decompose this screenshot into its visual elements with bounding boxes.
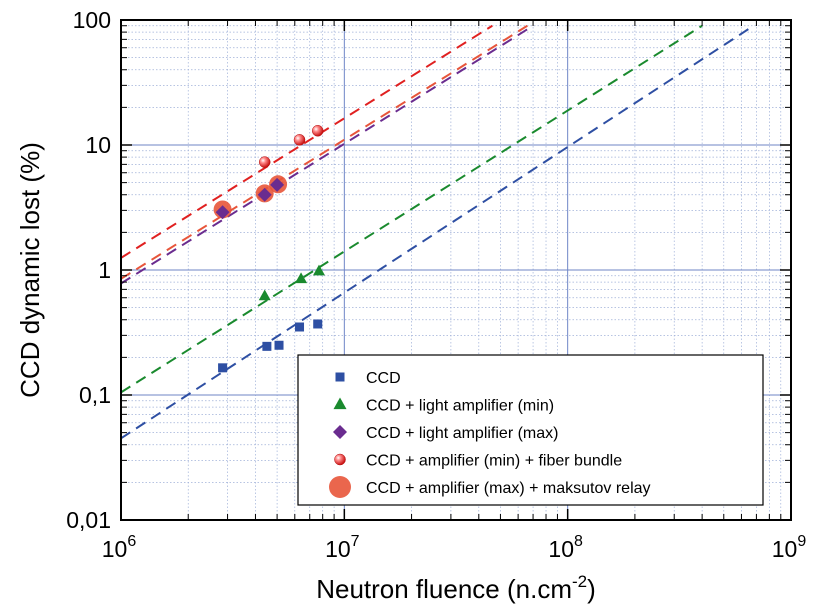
y-tick-label: 0,1 — [79, 382, 111, 408]
x-tick-label: 109 — [772, 533, 807, 562]
data-point — [258, 289, 271, 301]
y-axis-title: CCD dynamic lost (%) — [15, 142, 45, 398]
fit-line — [121, 24, 534, 285]
y-tick-label: 1 — [98, 257, 111, 283]
data-point — [215, 205, 230, 220]
fit-line — [121, 24, 493, 259]
data-point — [218, 363, 228, 373]
legend: CCD CCD + light amplifier (min) CCD + ligh… — [297, 354, 764, 506]
data-point — [274, 340, 284, 350]
legend-marker — [334, 453, 346, 466]
legend-marker — [329, 476, 351, 498]
axis-ticks — [120, 19, 792, 521]
fit-lines — [121, 24, 755, 440]
y-tick-label: 0,01 — [66, 507, 111, 533]
x-tick-label: 106 — [102, 533, 137, 562]
data-point — [270, 177, 285, 192]
legend-marker — [333, 425, 347, 439]
fit-line — [121, 24, 528, 280]
data-point — [262, 341, 272, 351]
legend-label: CCD + amplifier (max) + maksutov relay — [366, 480, 651, 497]
fit-line — [121, 24, 703, 394]
data-point — [293, 134, 306, 146]
data-points — [213, 125, 325, 373]
legend-label: CCD — [366, 370, 401, 387]
legend-marker — [335, 372, 345, 382]
x-tick-label: 108 — [548, 533, 583, 562]
data-point — [313, 319, 323, 329]
legend-label: CCD + amplifier (min) + fiber bundle — [366, 453, 622, 470]
data-point — [311, 125, 324, 137]
y-tick-label: 10 — [85, 132, 111, 158]
x-axis-title: Neutron fluence (n.cm-2) — [316, 572, 596, 604]
data-point — [295, 272, 308, 284]
x-tick-label: 107 — [325, 533, 360, 562]
legend-box — [297, 354, 764, 506]
y-tick-label: 100 — [73, 7, 111, 33]
y-tick-labels: 0,01 0,1 1 10 100 — [66, 7, 111, 533]
data-point — [295, 322, 305, 332]
legend-marker — [333, 397, 347, 410]
legend-label: CCD + light amplifier (max) — [366, 425, 558, 442]
legend-label: CCD + light amplifier (min) — [366, 398, 554, 415]
data-point — [258, 156, 271, 168]
data-point — [257, 187, 272, 202]
x-tick-labels: 106 107 108 109 — [102, 533, 807, 562]
data-point — [312, 264, 325, 276]
